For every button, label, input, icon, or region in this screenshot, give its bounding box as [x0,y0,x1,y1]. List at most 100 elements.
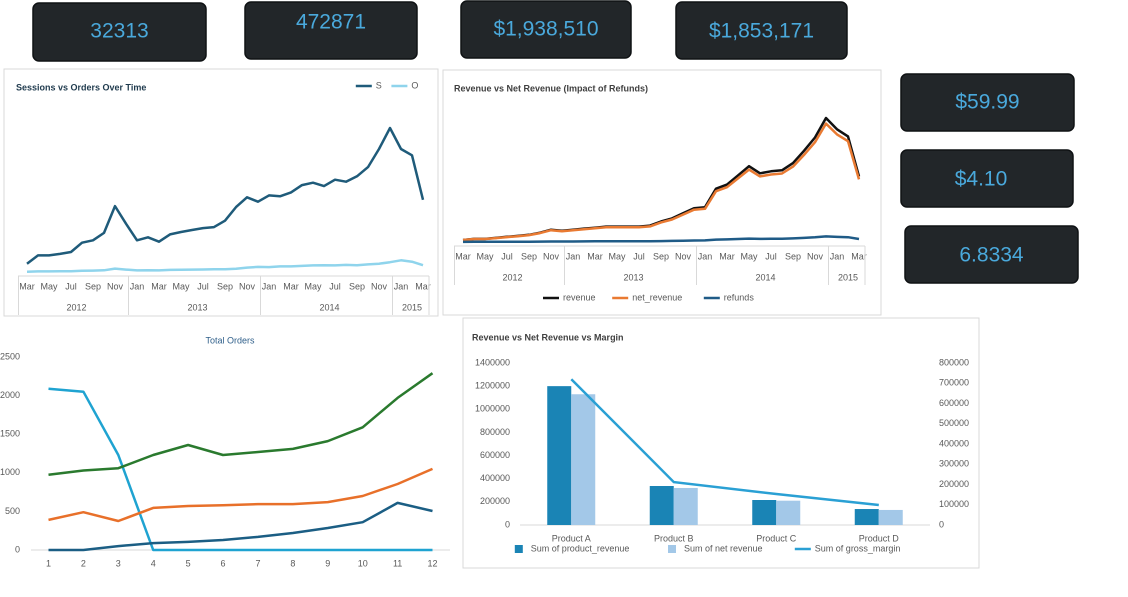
x-tick-label: 12 [428,558,438,568]
x-tick-label: 7 [255,558,260,568]
x-tick-label: Sep [653,251,669,261]
chart-title: Sessions vs Orders Over Time [16,82,146,92]
series-line [462,122,861,242]
y-tick-label: 0 [15,544,20,554]
legend-label: Sum of gross_margin [815,543,901,553]
x-tick-label: May [740,251,758,261]
y2-tick-label: 600000 [939,398,969,408]
legend-swatch [668,545,676,553]
kpi-value: 6.8334 [959,244,1024,267]
legend-swatch [514,545,523,553]
x-tick-label: Jul [765,251,777,261]
kpi-card: 32313 [32,2,207,62]
series-line [48,501,433,552]
x-tick-label: Mar [719,251,735,261]
x-tick-label: 3 [116,558,121,568]
bar [673,487,698,525]
kpi-value: 32313 [90,20,148,43]
legend-label: S [376,80,382,90]
bar [854,509,879,525]
x-tick-label: 6 [221,558,226,568]
x-tick-label: 4 [151,558,156,568]
series-line [48,387,433,552]
kpi-value: $1,853,171 [709,20,814,43]
bar [649,486,674,525]
x-tick-label: Mar [283,281,299,291]
x-tick-label: Mar [587,251,603,261]
bar [547,386,572,525]
x-tick-label: May [476,251,494,261]
y2-tick-label: 0 [939,519,944,529]
y2-tick-label: 500000 [939,418,969,428]
bar [571,394,596,525]
x-tick-label: May [304,281,322,291]
series-line [26,259,424,273]
y-tick-label: 1400000 [475,357,510,367]
legend-label: net_revenue [632,292,682,302]
y-tick-label: 800000 [480,427,510,437]
x-group-label: 2015 [402,302,422,312]
x-tick-label: Product A [552,533,591,543]
x-tick-label: Jul [633,251,645,261]
y2-tick-label: 100000 [939,499,969,509]
x-tick-label: Product B [654,533,694,543]
y-tick-label: 1500 [0,429,20,439]
chart-title: Revenue vs Net Revenue (Impact of Refund… [454,83,648,93]
y-tick-label: 200000 [480,496,510,506]
x-tick-label: Jul [65,281,77,291]
bar [776,500,801,525]
kpi-value: 472871 [296,11,366,34]
y-tick-label: 2500 [0,351,20,361]
panel [3,68,439,317]
legend-label: Sum of net revenue [684,543,763,553]
kpi-card: $4.10 [900,149,1074,208]
x-tick-label: Mar [415,281,431,291]
y-tick-label: 400000 [480,473,510,483]
x-group-label: 2012 [66,302,86,312]
x-tick-label: Nov [543,251,560,261]
x-tick-label: 8 [290,558,295,568]
y2-tick-label: 200000 [939,479,969,489]
y2-tick-label: 300000 [939,459,969,469]
x-tick-label: Jan [394,281,409,291]
bar [878,509,903,525]
x-tick-label: Nov [807,251,824,261]
kpi-value: $4.10 [955,168,1008,191]
x-tick-label: Nov [107,281,124,291]
bar [752,500,777,525]
chart-title: Total Orders [205,335,255,345]
x-tick-label: Jul [501,251,513,261]
x-group-label: 2012 [502,272,522,282]
x-tick-label: May [40,281,58,291]
legend-label: refunds [724,292,755,302]
x-tick-label: Mar [151,281,167,291]
x-tick-label: Sep [521,251,537,261]
x-tick-label: Nov [371,281,388,291]
kpi-card: 6.8334 [904,225,1079,284]
series-line [48,467,433,523]
x-tick-label: Jan [698,251,713,261]
x-tick-label: Jan [830,251,845,261]
x-group-label: 2014 [319,302,339,312]
chart-title: Revenue vs Net Revenue vs Margin [472,332,624,342]
x-tick-label: Jan [566,251,581,261]
kpi-card: $1,853,171 [675,1,848,60]
x-tick-label: 11 [393,558,402,568]
x-tick-label: Sep [217,281,233,291]
kpi-card: $59.99 [900,73,1075,132]
kpi-card: $1,938,510 [460,0,632,59]
legend-label: Sum of product_revenue [531,543,630,553]
y-tick-label: 0 [505,519,510,529]
x-tick-label: Nov [675,251,692,261]
y-tick-label: 600000 [480,450,510,460]
series-line [48,372,434,476]
y2-tick-label: 700000 [939,378,969,388]
x-tick-label: Nov [239,281,256,291]
y-tick-label: 1200000 [475,381,510,391]
x-tick-label: Jul [329,281,341,291]
x-tick-label: May [608,251,626,261]
panel [462,317,980,569]
y-tick-label: 500 [5,506,20,516]
x-tick-label: 2 [81,558,86,568]
